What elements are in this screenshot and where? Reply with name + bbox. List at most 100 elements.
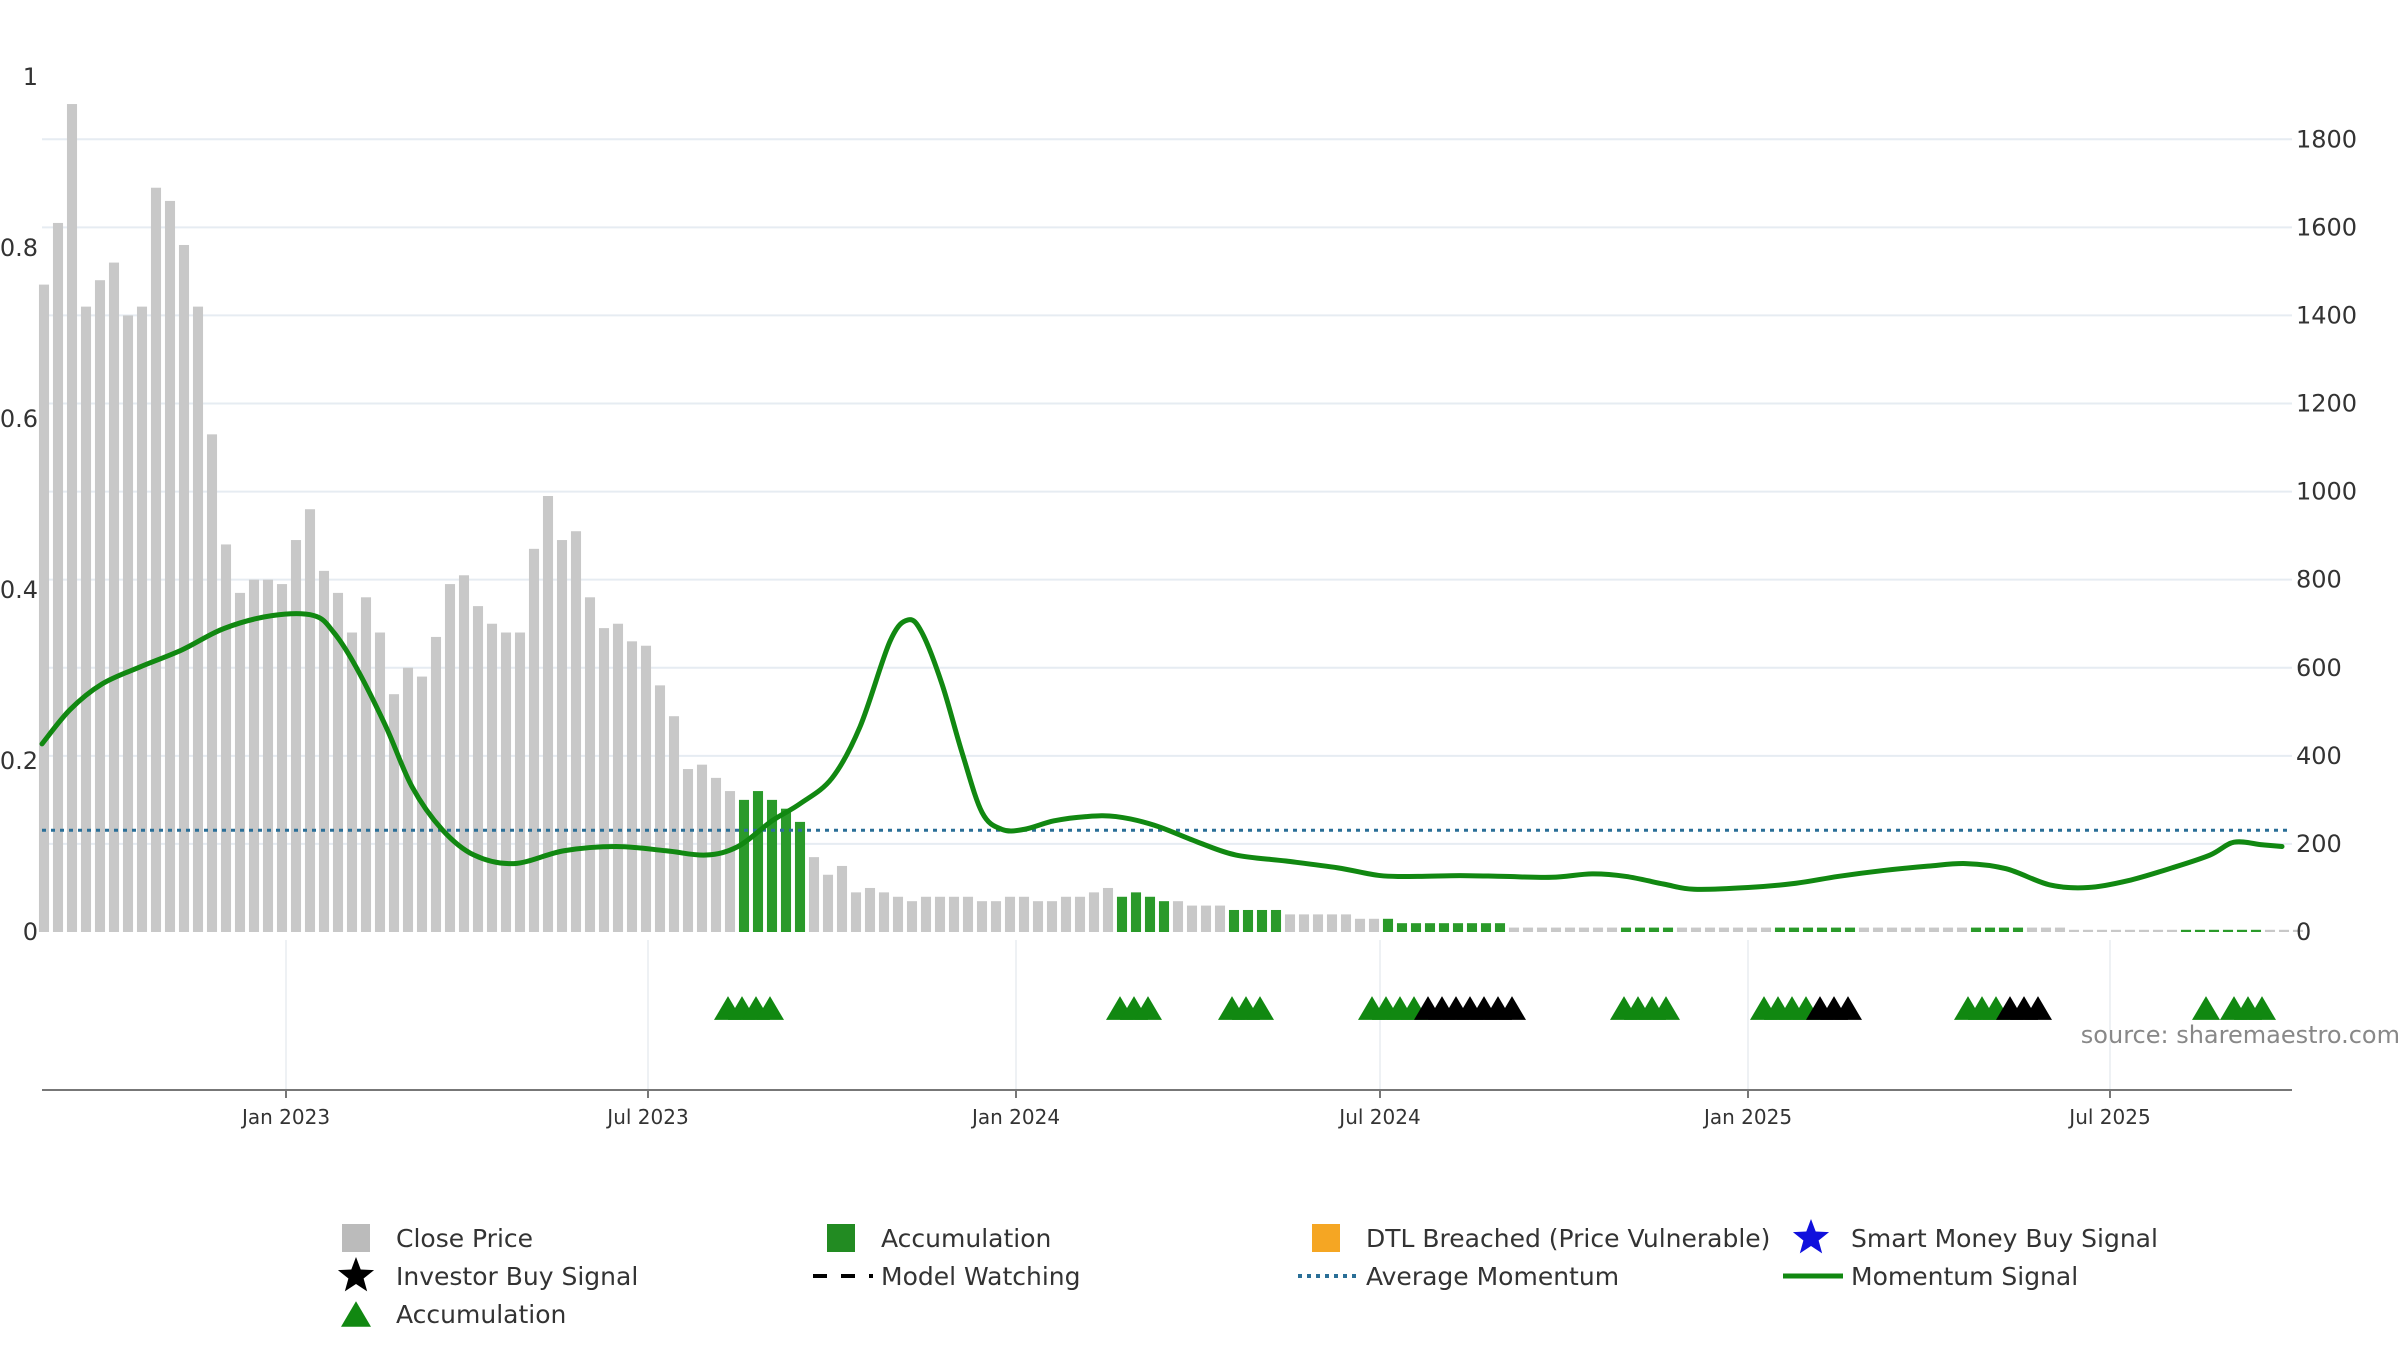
accumulation-bar: [1998, 927, 2010, 932]
close-price-bar: [612, 623, 624, 932]
close-price-bar: [66, 104, 78, 932]
star-icon: [337, 1257, 375, 1292]
accumulation-bar: [1788, 927, 1800, 932]
close-price-bar: [1886, 927, 1898, 932]
accumulation-bar: [1270, 909, 1282, 932]
close-price-bar: [836, 865, 848, 932]
close-price-bar: [1732, 927, 1744, 932]
close-price-bar: [682, 769, 694, 932]
accumulation-bar: [2222, 929, 2234, 932]
close-price-bar: [1214, 905, 1226, 932]
accumulation-bar: [2236, 929, 2248, 932]
close-price-bar: [878, 892, 890, 932]
close-price-bar: [374, 632, 386, 932]
accumulation-bar: [2012, 927, 2024, 932]
accumulation-bar: [1634, 927, 1646, 932]
close-price-bar: [178, 244, 190, 932]
close-price-bar: [346, 632, 358, 932]
close-price-bar: [1690, 927, 1702, 932]
close-price-bar: [696, 764, 708, 932]
legend-label: Investor Buy Signal: [396, 1262, 638, 1291]
legend-label: Accumulation: [881, 1224, 1051, 1253]
y-right-tick-label: 1000: [2296, 478, 2357, 506]
close-price-bar: [864, 887, 876, 932]
accumulation-bar: [1802, 927, 1814, 932]
close-price-bar: [1872, 927, 1884, 932]
accumulation-bar: [1830, 927, 1842, 932]
close-price-bar: [1326, 914, 1338, 932]
close-price-bar: [920, 896, 932, 932]
legend-swatch: [827, 1224, 855, 1252]
close-price-bar: [248, 579, 260, 932]
accumulation-bar: [1452, 923, 1464, 932]
momentum-signal: [39, 611, 2285, 892]
close-price-bar: [892, 896, 904, 932]
close-price-bar: [1088, 892, 1100, 932]
close-price-bar: [2278, 929, 2290, 932]
close-price-bar: [192, 306, 204, 933]
close-price-bar: [1536, 927, 1548, 932]
legend-swatch: [1312, 1224, 1340, 1252]
x-tick-label: Jan 2024: [970, 1105, 1060, 1129]
accumulation-bar: [1256, 909, 1268, 932]
close-price-bar: [1928, 927, 1940, 932]
close-price-bar: [1942, 927, 1954, 932]
close-price-bar: [948, 896, 960, 932]
close-price-bar: [38, 284, 50, 932]
investor-buy-signal: [1498, 996, 1526, 1020]
accumulation-triangle: [2248, 996, 2276, 1020]
legend-item: Accumulation: [341, 1300, 566, 1329]
accumulation-bar: [1970, 927, 1982, 932]
legend-label: Accumulation: [396, 1300, 566, 1329]
close-price-bar: [1298, 914, 1310, 932]
y-left-tick-label: 0: [23, 918, 38, 946]
accumulation-bar: [2208, 929, 2220, 932]
close-price-bar: [1914, 927, 1926, 932]
close-price-bar: [1186, 905, 1198, 932]
close-price-bar: [2138, 929, 2150, 932]
close-price-bar: [668, 716, 680, 932]
close-price-bar: [486, 623, 498, 932]
close-price-bar: [1046, 901, 1058, 932]
close-price-bar: [1312, 914, 1324, 932]
close-price-bar: [388, 694, 400, 932]
close-price-bar: [584, 597, 596, 932]
accumulation-bar: [1984, 927, 1996, 932]
close-price-bar: [1564, 927, 1576, 932]
accumulation-bar: [1844, 927, 1856, 932]
axes: 0 200 400 600 800 1000 1200 1400 1600 1800 0 0.2 0.4…: [0, 63, 2357, 1129]
close-price-bar: [290, 540, 302, 932]
accumulation-triangle: [2192, 996, 2220, 1020]
close-price-bar: [360, 597, 372, 932]
close-price-bar: [2082, 929, 2094, 932]
close-price-bar: [1354, 918, 1366, 932]
close-price-bar: [234, 592, 246, 932]
close-price-bar: [990, 901, 1002, 932]
legend-item: Model Watching: [813, 1262, 1081, 1291]
accumulation-bar: [2180, 929, 2192, 932]
y-right-tick-label: 1800: [2296, 125, 2357, 153]
close-price-bar: [1060, 896, 1072, 932]
close-price-bar: [556, 540, 568, 932]
close-price-bar: [1284, 914, 1296, 932]
close-price-bar: [626, 641, 638, 932]
x-tick-label: Jan 2023: [240, 1105, 330, 1129]
close-price-bar: [1522, 927, 1534, 932]
accumulation-bar: [1774, 927, 1786, 932]
close-price-bar: [94, 280, 106, 932]
close-price-bar: [598, 628, 610, 932]
accumulation-bar: [1816, 927, 1828, 932]
close-price-bar: [2068, 929, 2080, 932]
close-price-bar: [724, 791, 736, 932]
close-price-bar: [108, 262, 120, 933]
close-price-bar: [2026, 927, 2038, 932]
close-price-bar: [570, 531, 582, 932]
close-price-bar: [1606, 927, 1618, 932]
close-price-bar: [1004, 896, 1016, 932]
close-price-bar: [472, 606, 484, 932]
close-price-bar: [1760, 927, 1772, 932]
signal-markers: [714, 996, 2276, 1020]
accumulation-triangle: [1652, 996, 1680, 1020]
close-price-bar: [1746, 927, 1758, 932]
accumulation-bar: [794, 821, 806, 932]
